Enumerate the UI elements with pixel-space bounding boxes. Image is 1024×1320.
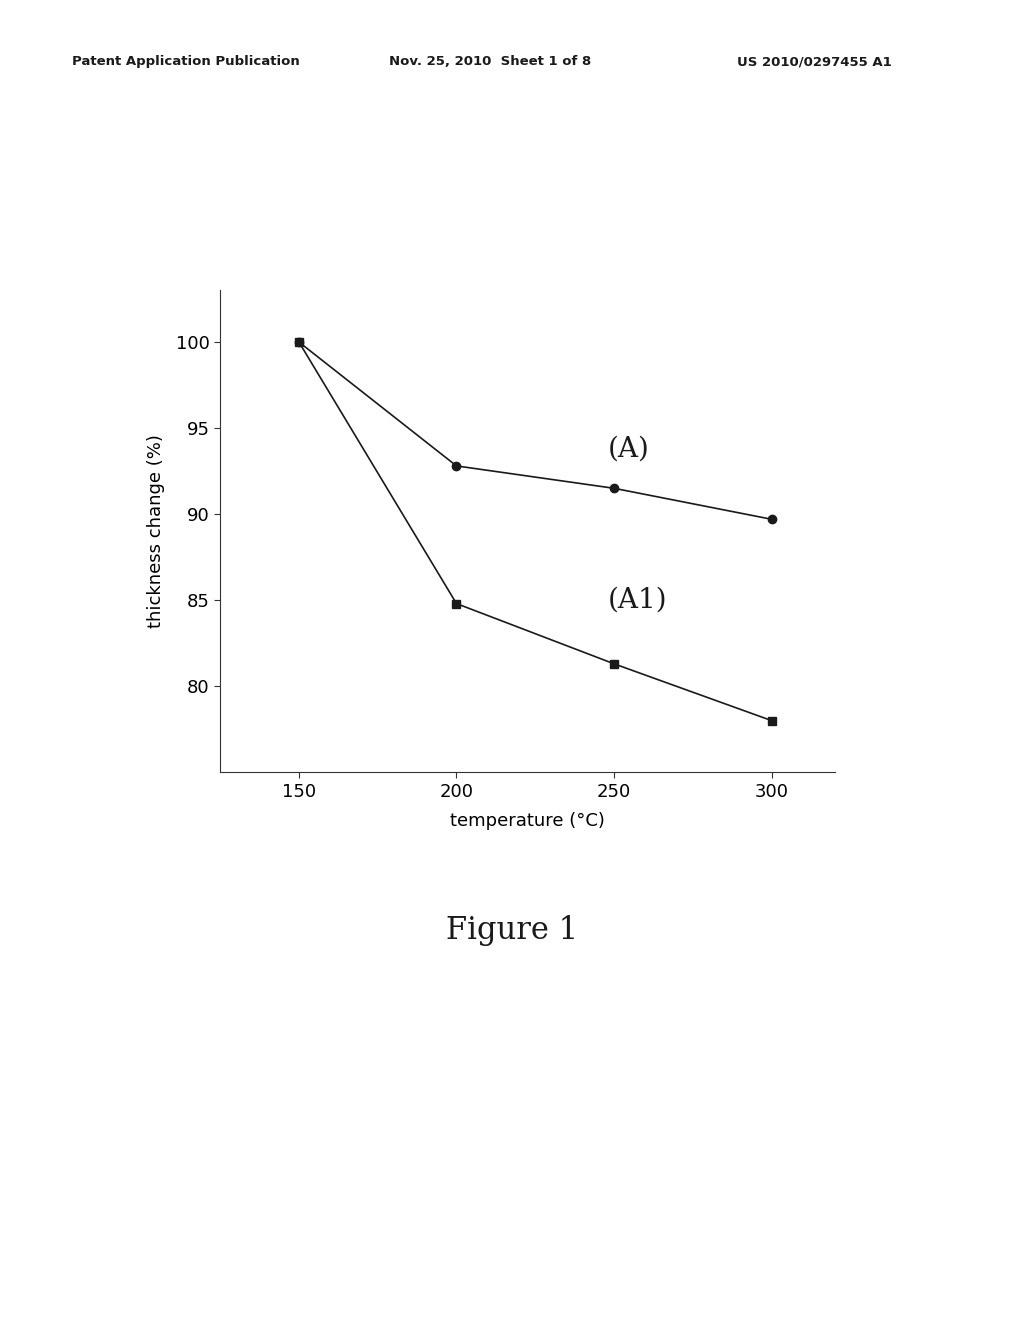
Text: US 2010/0297455 A1: US 2010/0297455 A1 [737, 55, 892, 69]
Text: Nov. 25, 2010  Sheet 1 of 8: Nov. 25, 2010 Sheet 1 of 8 [389, 55, 592, 69]
Text: Figure 1: Figure 1 [445, 915, 579, 946]
Y-axis label: thickness change (%): thickness change (%) [146, 434, 165, 628]
Text: Patent Application Publication: Patent Application Publication [72, 55, 299, 69]
X-axis label: temperature (°C): temperature (°C) [450, 812, 605, 830]
Text: (A): (A) [607, 436, 649, 462]
Text: (A1): (A1) [607, 586, 668, 614]
